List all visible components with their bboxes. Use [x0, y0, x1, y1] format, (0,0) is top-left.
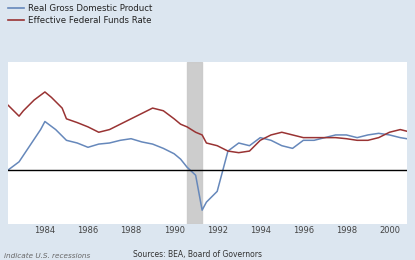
- Text: indicate U.S. recessions: indicate U.S. recessions: [4, 253, 90, 259]
- Legend: Real Gross Domestic Product, Effective Federal Funds Rate: Real Gross Domestic Product, Effective F…: [8, 4, 153, 25]
- Bar: [187, 62, 202, 224]
- Text: Sources: BEA, Board of Governors: Sources: BEA, Board of Governors: [133, 250, 262, 259]
